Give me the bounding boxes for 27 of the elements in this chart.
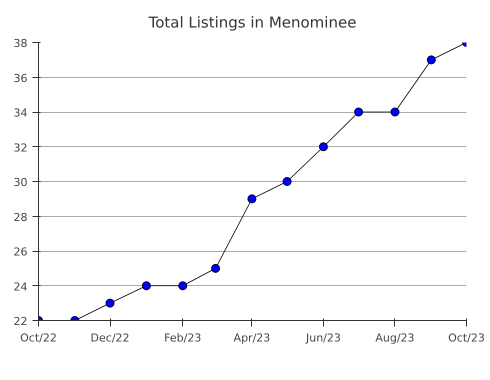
y-tick-label: 30 [14,176,28,189]
point [178,281,188,290]
y-tick-label: 38 [14,37,28,50]
point [426,55,436,64]
x-tick-label: Dec/22 [90,332,130,344]
y-tick-label: 26 [14,246,28,258]
y-tick-label: 36 [14,72,28,85]
chart-title: Total Listings in Menominee [148,14,356,32]
x-tick-label: Oct/22 [20,332,57,344]
y-tick-label: 22 [14,315,28,328]
x-tick-label: Feb/23 [164,332,202,344]
point [211,264,220,273]
point [142,281,151,290]
point [282,177,292,186]
x-tick-label: Oct/23 [448,332,485,344]
point [318,142,328,152]
point [354,108,364,116]
point [247,194,256,204]
point [390,108,400,116]
x-tick-label: Apr/23 [234,332,270,344]
x-tick-label: Jun/23 [304,332,341,344]
y-tick-label: 34 [14,106,28,120]
x-tick-label: Aug/23 [375,332,415,344]
y-tick-label: 32 [14,141,28,154]
y-tick-label: 24 [14,280,28,294]
y-tick-label: 28 [14,210,28,224]
point [106,298,115,308]
